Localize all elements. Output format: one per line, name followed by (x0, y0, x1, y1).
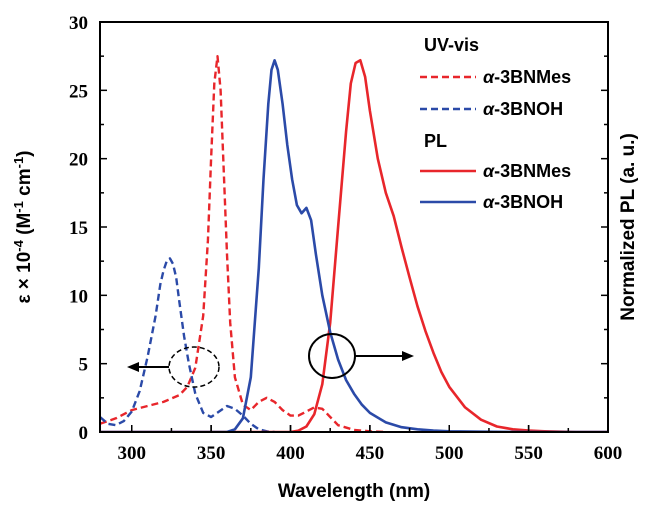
x-tick-label: 600 (594, 443, 623, 464)
x-tick-label: 450 (356, 443, 385, 464)
legend-entry-pl-oh: α-3BNOH (420, 192, 563, 212)
x-tick-label: 500 (435, 443, 464, 464)
ylabel-base: ε × 10 (14, 252, 35, 304)
ticks-layer: 300 350 400 450 500 550 600 0 5 10 15 20 25 30 (69, 13, 622, 464)
ylabel-exp3: -1 (11, 157, 26, 169)
x-tick-label: 350 (197, 443, 226, 464)
legend-label-uv-mes: -3BNMes (494, 67, 571, 87)
y-tick-label: 10 (69, 286, 88, 307)
right-arrowhead (402, 351, 414, 361)
y-axis-title: ε × 10-4 (M-1 cm-1) (11, 150, 35, 303)
svg-text:α-3BNMes: α-3BNMes (483, 67, 571, 87)
legend: UV-vis α-3BNMes α-3BNOH PL α-3BNMes α-3B… (420, 35, 571, 212)
x-axis-title: Wavelength (nm) (278, 481, 430, 502)
legend-entry-uv-mes: α-3BNMes (420, 67, 571, 87)
ylabel-exp2: -1 (11, 201, 26, 213)
ylabel-end: ) (14, 150, 35, 156)
y-tick-label: 20 (69, 150, 88, 171)
ylabel-mid2: cm (14, 168, 35, 201)
legend-entry-uv-oh: α-3BNOH (420, 99, 563, 119)
legend-prefix: α (483, 67, 495, 87)
svg-text:α-3BNMes: α-3BNMes (483, 161, 571, 181)
svg-text:α-3BNOH: α-3BNOH (483, 192, 563, 212)
legend-prefix: α (483, 99, 495, 119)
legend-group-pl: PL (424, 131, 447, 151)
legend-label-uv-oh: -3BNOH (494, 99, 563, 119)
y-tick-label: 5 (79, 355, 89, 376)
series-line-uv-bnoh (100, 257, 275, 432)
series-layer (100, 55, 608, 432)
legend-label-pl-mes: -3BNMes (494, 161, 571, 181)
legend-prefix: α (483, 161, 495, 181)
pl-axis-indicator (308, 333, 414, 379)
y-tick-label: 30 (69, 13, 88, 34)
svg-text:α-3BNOH: α-3BNOH (483, 99, 563, 119)
ylabel-mid: (M (14, 213, 35, 240)
series-line-pl-bnoh (100, 59, 608, 432)
uv-axis-indicator (127, 346, 220, 388)
y-tick-label: 25 (69, 81, 88, 102)
legend-prefix: α (483, 192, 495, 212)
x-tick-label: 400 (276, 443, 305, 464)
y2-axis-title: Normalized PL (a. u.) (618, 133, 639, 321)
legend-entry-pl-mes: α-3BNMes (420, 161, 571, 181)
ylabel-exp1: -4 (11, 239, 26, 251)
series-line-uv-bnmes (100, 55, 386, 432)
uv-indicator-ellipse (168, 346, 220, 388)
left-arrowhead (127, 362, 139, 372)
y-tick-label: 15 (69, 218, 88, 239)
x-tick-label: 300 (118, 443, 147, 464)
legend-group-uvvis: UV-vis (424, 35, 479, 55)
series-line-pl-bnmes (100, 59, 608, 432)
y-tick-label: 0 (79, 423, 89, 444)
legend-label-pl-oh: -3BNOH (494, 192, 563, 212)
x-tick-label: 550 (514, 443, 543, 464)
